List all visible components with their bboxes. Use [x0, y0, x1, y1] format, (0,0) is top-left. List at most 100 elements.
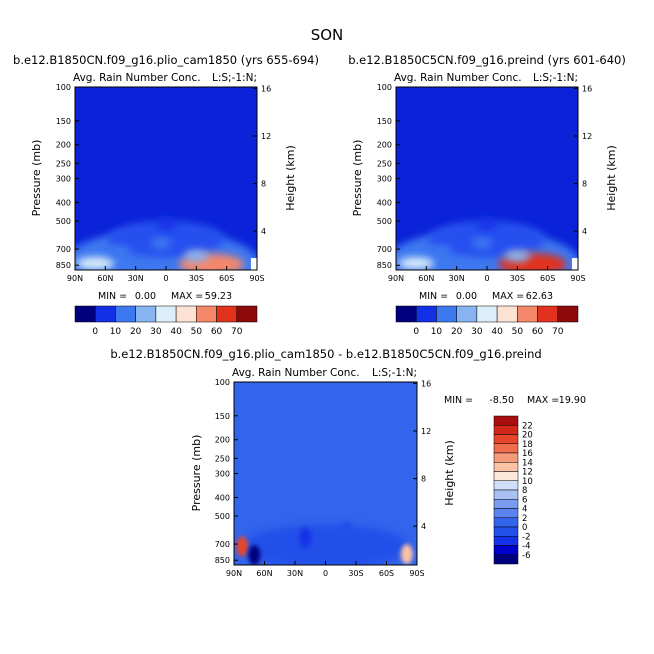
panel-2-case-title: b.e12.B1850C5CN.f09_g16.preind (yrs 601-…: [348, 53, 626, 67]
panel-1-ylabel: Pressure (mb): [30, 140, 43, 217]
panel-1-max-label: MAX =: [171, 291, 203, 302]
colorbar-label: 30: [150, 327, 162, 337]
y-tick-label: 300: [215, 470, 230, 479]
panel-3-case-title: b.e12.B1850CN.f09_g16.plio_cam1850 - b.e…: [110, 347, 541, 361]
x-tick-label: 30S: [348, 569, 363, 578]
colorbar-box: [236, 305, 258, 323]
panel-3-max-label: MAX =: [527, 395, 559, 406]
contour-feature: [236, 536, 249, 557]
x-tick-label: 90S: [249, 274, 264, 283]
x-tick-label: 0: [163, 274, 168, 283]
y-tick-label: 200: [56, 141, 71, 150]
y2-tick-label: 16: [261, 84, 271, 93]
x-tick-label: 30S: [510, 274, 525, 283]
panel-3: b.e12.B1850CN.f09_g16.plio_cam1850 - b.e…: [110, 347, 586, 578]
y-tick-label: 250: [56, 159, 71, 168]
y-tick-label: 100: [56, 83, 71, 92]
colorbar-label: 40: [491, 327, 503, 337]
y2-tick-label: 4: [261, 227, 266, 236]
panel-2-plot: [396, 87, 578, 270]
colorbar-box: [517, 305, 538, 323]
contour-feature: [339, 521, 352, 542]
contour-feature: [299, 527, 312, 548]
figure-title: SON: [311, 26, 344, 44]
colorbar-label: 10: [431, 327, 443, 337]
contour-feature: [471, 236, 492, 249]
panel-2-var-title: Avg. Rain Number Conc.: [394, 72, 522, 84]
contour-feature: [248, 545, 261, 565]
colorbar-label: 18: [522, 440, 533, 450]
y-tick-label: 400: [377, 198, 392, 207]
panel-1-max-value: 59.23: [205, 291, 232, 302]
colorbar-label: 60: [532, 327, 544, 337]
panel-3-max-value: 19.90: [559, 395, 586, 406]
contour-feature: [504, 249, 531, 262]
colorbar-box: [436, 305, 457, 323]
colorbar-label: -2: [522, 532, 530, 542]
panel-1-var-title: Avg. Rain Number Conc.: [73, 72, 201, 84]
colorbar-box: [175, 305, 197, 323]
colorbar-box: [415, 305, 437, 323]
colorbar-box: [493, 554, 519, 565]
colorbar-label: -4: [522, 542, 530, 552]
panel-2-max-label: MAX =: [492, 291, 524, 302]
colorbar-box: [94, 305, 116, 323]
panel-1-contours: [75, 218, 257, 270]
contour-shield: [243, 524, 408, 565]
colorbar-label: 50: [512, 327, 524, 337]
y2-tick-label: 12: [261, 132, 271, 141]
colorbar-box: [493, 434, 519, 444]
y-tick-label: 300: [377, 175, 392, 184]
colorbar-label: -6: [522, 551, 530, 561]
colorbar-label: 20: [522, 431, 533, 441]
y-tick-label: 250: [215, 454, 230, 463]
y-tick-label: 700: [377, 245, 392, 254]
colorbar-box: [493, 452, 519, 463]
panel-2-max-value: 62.63: [526, 291, 553, 302]
y2-tick-label: 16: [421, 379, 431, 388]
x-tick-label: 60S: [540, 274, 555, 283]
y2-tick-label: 8: [582, 180, 587, 189]
panel-1-case-title: b.e12.B1850CN.f09_g16.plio_cam1850 (yrs …: [13, 53, 319, 67]
colorbar-label: 20: [451, 327, 463, 337]
colorbar-label: 0: [92, 327, 98, 337]
colorbar-label: 8: [522, 486, 527, 496]
colorbar-label: 14: [522, 458, 533, 468]
y2-tick-label: 8: [421, 475, 426, 484]
panel-2-region: L:S;-1:N;: [533, 72, 578, 84]
x-tick-label: 30N: [449, 274, 465, 283]
y2-tick-label: 4: [582, 227, 587, 236]
colorbar-label: 60: [211, 327, 223, 337]
y-tick-label: 200: [377, 141, 392, 150]
y2-tick-label: 8: [261, 180, 266, 189]
panel-3-min-value: -8.50: [489, 395, 514, 406]
panel-1-min-value: 0.00: [135, 291, 156, 302]
y-tick-label: 700: [56, 245, 71, 254]
colorbar-box: [115, 305, 136, 323]
x-tick-label: 30N: [287, 569, 303, 578]
y-tick-label: 500: [377, 217, 392, 226]
panel-1-colorbar: 0 10 20 30 40 50 60 70: [74, 305, 258, 337]
x-tick-label: 90N: [67, 274, 83, 283]
colorbar-box: [74, 305, 96, 323]
colorbar-label: 2: [522, 514, 527, 524]
y-tick-label: 850: [56, 261, 71, 270]
colorbar-label: 30: [471, 327, 483, 337]
colorbar-box: [216, 305, 238, 323]
colorbar-box: [135, 305, 157, 323]
colorbar-box: [557, 305, 579, 323]
panel-1-min-label: MIN =: [98, 291, 127, 302]
colorbar-box: [493, 462, 519, 472]
x-tick-label: 90N: [388, 274, 404, 283]
x-tick-label: 90S: [409, 569, 424, 578]
contour-feature: [477, 218, 497, 231]
contour-feature: [110, 245, 131, 258]
colorbar-box: [155, 305, 177, 323]
colorbar-box: [493, 415, 519, 426]
contour-feature: [400, 544, 413, 565]
colorbar-box: [493, 425, 519, 435]
panel-3-region: L:S;-1:N;: [372, 367, 417, 379]
x-tick-label: 90N: [226, 569, 242, 578]
colorbar-box: [493, 499, 519, 509]
